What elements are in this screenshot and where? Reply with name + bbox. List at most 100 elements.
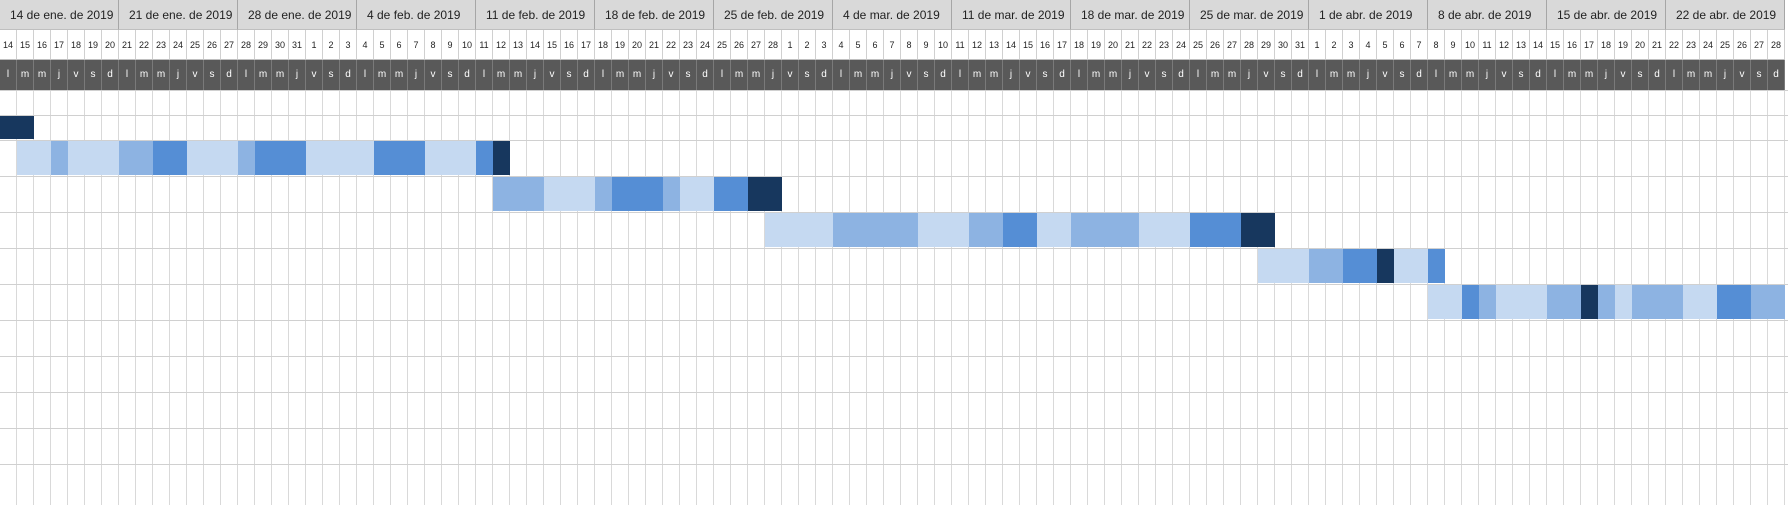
task-bar-segment[interactable]	[680, 177, 714, 211]
task-bar-segment[interactable]	[255, 141, 306, 175]
task-bar-segment[interactable]	[1598, 285, 1615, 319]
task-bar-segment[interactable]	[833, 213, 918, 247]
task-bar-segment[interactable]	[1309, 249, 1343, 283]
task-bar-segment[interactable]	[612, 177, 663, 211]
day-number: 21	[1122, 30, 1139, 60]
task-bar-segment[interactable]	[1037, 213, 1071, 247]
task-bar-segment[interactable]	[153, 141, 187, 175]
weekday-letter: d	[459, 60, 476, 90]
task-bar-segment[interactable]	[1462, 285, 1479, 319]
weekday-letter: l	[476, 60, 493, 90]
grid-column-line	[1427, 90, 1428, 505]
task-bar-segment[interactable]	[1377, 249, 1394, 283]
grid-row-line	[0, 176, 1788, 177]
task-bar-segment[interactable]	[1428, 249, 1445, 283]
task-bar-segment[interactable]	[765, 213, 833, 247]
weekday-letter: v	[663, 60, 680, 90]
task-bar-segment[interactable]	[595, 177, 612, 211]
day-number: 13	[510, 30, 527, 60]
weekday-letter: l	[952, 60, 969, 90]
week-header: 8 de abr. de 2019	[1428, 0, 1547, 30]
task-bar-segment[interactable]	[1241, 213, 1275, 247]
task-bar-segment[interactable]	[238, 141, 255, 175]
day-number: 22	[1666, 30, 1683, 60]
grid-column-line	[662, 90, 663, 505]
day-number: 14	[0, 30, 17, 60]
weekday-letter: d	[1768, 60, 1785, 90]
grid-column-line	[16, 90, 17, 505]
weekday-letter: v	[1258, 60, 1275, 90]
grid-row-line	[0, 248, 1788, 249]
grid-column-line	[832, 90, 833, 505]
day-number: 19	[612, 30, 629, 60]
grid-column-line	[1325, 90, 1326, 505]
task-bar-segment[interactable]	[493, 177, 544, 211]
task-bar-segment[interactable]	[1479, 285, 1496, 319]
weekday-letter: m	[1564, 60, 1581, 90]
grid-column-line	[424, 90, 425, 505]
task-bar-segment[interactable]	[1394, 249, 1428, 283]
task-bar-segment[interactable]	[17, 141, 51, 175]
weekday-letter: d	[1649, 60, 1666, 90]
task-bar-segment[interactable]	[1343, 249, 1377, 283]
weekday-letter: m	[391, 60, 408, 90]
task-bar-segment[interactable]	[187, 141, 238, 175]
task-bar-segment[interactable]	[663, 177, 680, 211]
day-number: 4	[357, 30, 374, 60]
task-bar-segment[interactable]	[425, 141, 476, 175]
day-number: 29	[1258, 30, 1275, 60]
task-bar-segment[interactable]	[969, 213, 1003, 247]
weekday-letter: j	[1717, 60, 1734, 90]
task-bar-segment[interactable]	[51, 141, 68, 175]
task-bar-segment[interactable]	[1632, 285, 1683, 319]
weekday-letter: s	[1513, 60, 1530, 90]
task-bar-segment[interactable]	[119, 141, 153, 175]
task-bar-segment[interactable]	[1190, 213, 1241, 247]
task-bar-segment[interactable]	[493, 141, 510, 175]
grid-row-line	[0, 464, 1788, 465]
week-header: 4 de mar. de 2019	[833, 0, 952, 30]
weekday-letter: v	[544, 60, 561, 90]
task-bar-segment[interactable]	[748, 177, 782, 211]
day-number: 17	[1581, 30, 1598, 60]
task-bar-segment[interactable]	[1547, 285, 1581, 319]
grid-column-line	[186, 90, 187, 505]
task-bar-segment[interactable]	[1139, 213, 1190, 247]
grid-column-line	[1189, 90, 1190, 505]
grid-column-line	[458, 90, 459, 505]
day-number: 14	[1530, 30, 1547, 60]
grid-column-line	[917, 90, 918, 505]
day-number: 14	[1003, 30, 1020, 60]
weekday-letter: m	[850, 60, 867, 90]
week-header: 25 de mar. de 2019	[1190, 0, 1309, 30]
day-number: 7	[1411, 30, 1428, 60]
weekday-letter: j	[1241, 60, 1258, 90]
task-bar-segment[interactable]	[918, 213, 969, 247]
grid-column-line	[237, 90, 238, 505]
task-bar-segment[interactable]	[1003, 213, 1037, 247]
weekday-letter: l	[595, 60, 612, 90]
weekday-letter: l	[357, 60, 374, 90]
task-bar-segment[interactable]	[544, 177, 595, 211]
task-bar-segment[interactable]	[1751, 285, 1785, 319]
task-bar-segment[interactable]	[1717, 285, 1751, 319]
task-bar-segment[interactable]	[68, 141, 119, 175]
task-bar-segment[interactable]	[714, 177, 748, 211]
task-bar-segment[interactable]	[306, 141, 374, 175]
task-bar-segment[interactable]	[1496, 285, 1547, 319]
task-bar-segment[interactable]	[1615, 285, 1632, 319]
grid-column-line	[696, 90, 697, 505]
day-number: 27	[1224, 30, 1241, 60]
task-bar-segment[interactable]	[1258, 249, 1309, 283]
weekday-letter: d	[1173, 60, 1190, 90]
task-bar-segment[interactable]	[1428, 285, 1462, 319]
grid-column-line	[254, 90, 255, 505]
task-bar-segment[interactable]	[476, 141, 493, 175]
task-bar-segment[interactable]	[374, 141, 425, 175]
task-bar-segment[interactable]	[0, 116, 34, 139]
day-number: 20	[1632, 30, 1649, 60]
grid-column-line	[849, 90, 850, 505]
task-bar-segment[interactable]	[1683, 285, 1717, 319]
task-bar-segment[interactable]	[1581, 285, 1598, 319]
task-bar-segment[interactable]	[1071, 213, 1139, 247]
